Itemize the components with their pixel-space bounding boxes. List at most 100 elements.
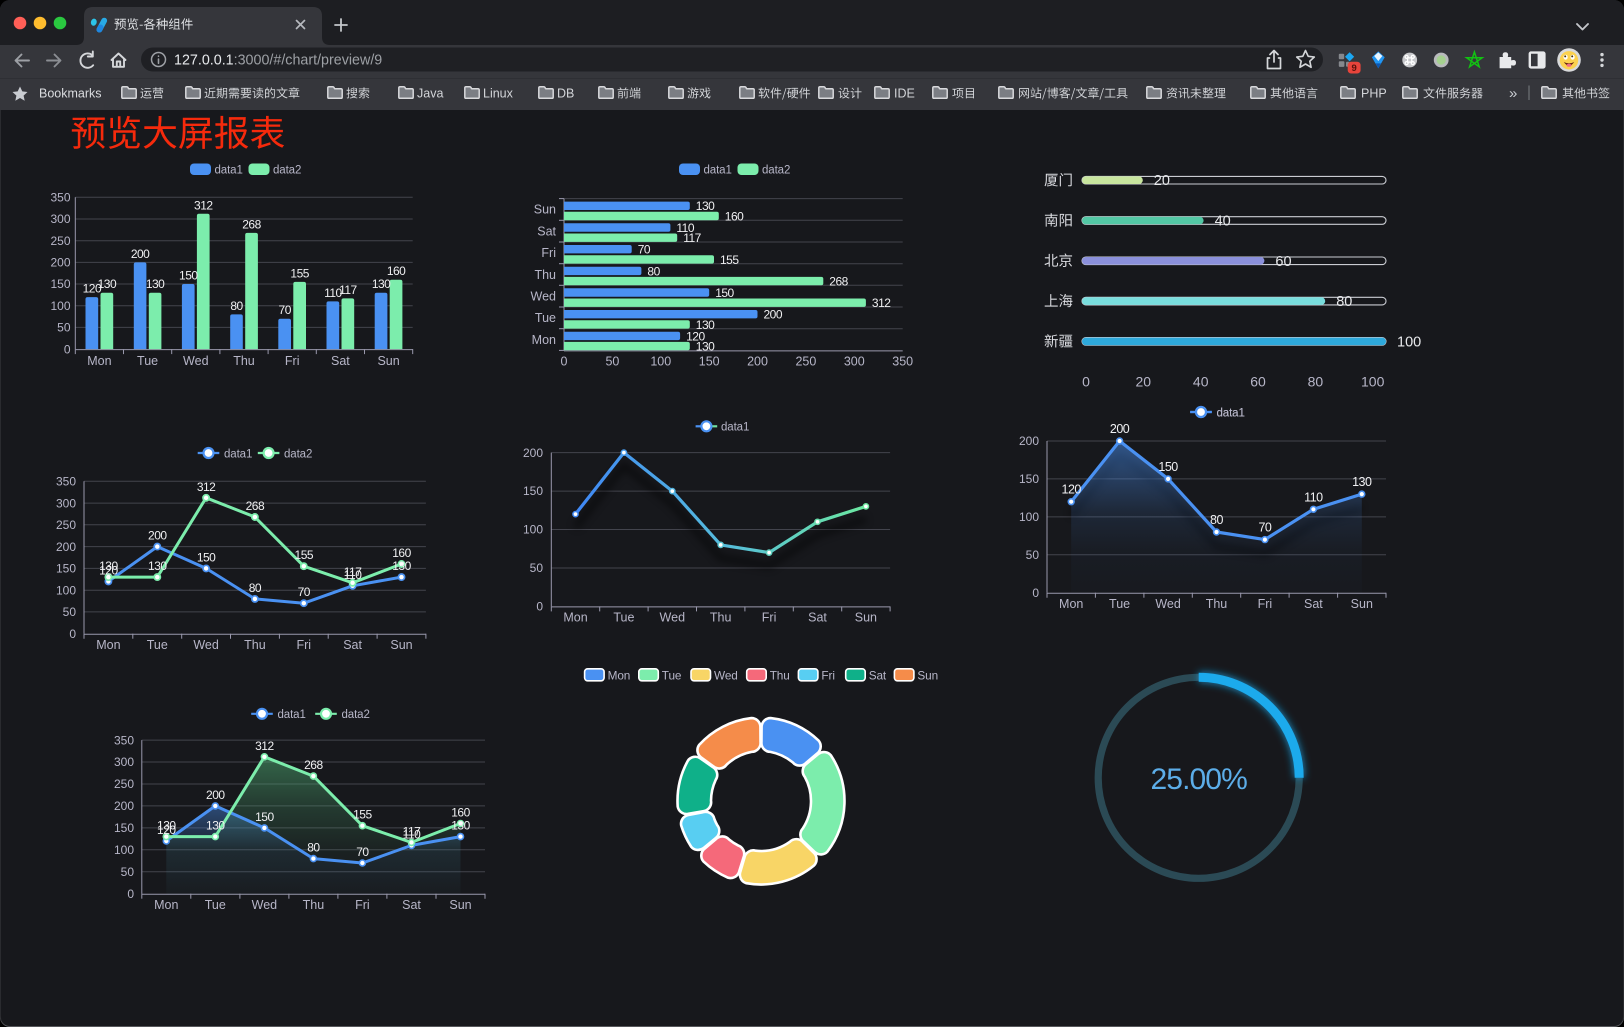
svg-text:100: 100 [50, 299, 70, 313]
svg-text:300: 300 [114, 755, 134, 769]
svg-text:Thu: Thu [303, 898, 325, 912]
svg-text:Mon: Mon [1059, 597, 1083, 611]
svg-text:70: 70 [279, 303, 292, 317]
svg-text:data1: data1 [721, 422, 749, 434]
svg-text:70: 70 [638, 243, 651, 257]
svg-text:130: 130 [696, 340, 715, 354]
svg-text:200: 200 [131, 247, 150, 261]
svg-text:data1: data1 [1217, 407, 1245, 419]
svg-text:Mon: Mon [532, 333, 556, 347]
svg-text:Sun: Sun [449, 898, 471, 912]
svg-text:PHP: PHP [1361, 87, 1387, 101]
svg-text:Sun: Sun [390, 638, 412, 652]
svg-text:Sat: Sat [1304, 597, 1323, 611]
svg-text:data1: data1 [278, 709, 306, 721]
svg-text:117: 117 [683, 231, 701, 245]
svg-text:160: 160 [392, 546, 411, 560]
svg-text:250: 250 [114, 777, 134, 791]
svg-text:60: 60 [1250, 374, 1266, 390]
svg-text:130: 130 [372, 277, 391, 291]
svg-text:117: 117 [403, 824, 421, 838]
svg-text:Bookmarks: Bookmarks [39, 87, 102, 101]
svg-text:Thu: Thu [1206, 597, 1228, 611]
svg-text:250: 250 [56, 518, 76, 532]
svg-text:Wed: Wed [252, 898, 278, 912]
svg-text:100: 100 [1361, 374, 1385, 390]
svg-text:130: 130 [696, 199, 715, 213]
svg-text:Wed: Wed [193, 638, 219, 652]
svg-text:70: 70 [356, 845, 369, 859]
svg-text:Sun: Sun [1351, 597, 1373, 611]
svg-text:Linux: Linux [483, 87, 514, 101]
svg-text:Thu: Thu [710, 611, 732, 625]
svg-text:200: 200 [56, 540, 76, 554]
svg-text:data2: data2 [342, 709, 370, 721]
svg-text:100: 100 [1019, 510, 1039, 524]
svg-text:Sat: Sat [537, 224, 556, 238]
svg-text:150: 150 [255, 810, 274, 824]
svg-text:300: 300 [50, 212, 70, 226]
svg-text:100: 100 [114, 843, 134, 857]
svg-text:Sun: Sun [377, 354, 399, 368]
svg-text:100: 100 [523, 523, 543, 537]
svg-text:Wed: Wed [183, 354, 209, 368]
svg-text:50: 50 [605, 354, 619, 368]
svg-text:300: 300 [844, 354, 865, 368]
svg-text:300: 300 [56, 496, 76, 510]
svg-text:70: 70 [298, 585, 311, 599]
svg-text:40: 40 [1215, 214, 1231, 230]
svg-text:130: 130 [146, 277, 165, 291]
svg-text:Mon: Mon [563, 611, 587, 625]
svg-text:Wed: Wed [714, 668, 738, 682]
svg-text:Thu: Thu [770, 668, 790, 682]
svg-text:350: 350 [114, 733, 134, 747]
svg-text:150: 150 [179, 269, 198, 283]
svg-text:Fri: Fri [821, 668, 834, 682]
svg-text:Sun: Sun [855, 611, 877, 625]
svg-text:100: 100 [1397, 334, 1421, 350]
svg-text:Fri: Fri [355, 898, 370, 912]
svg-text:117: 117 [339, 283, 357, 297]
svg-text:200: 200 [747, 354, 768, 368]
svg-text:250: 250 [50, 234, 70, 248]
svg-text:data1: data1 [704, 165, 732, 177]
svg-text:9: 9 [1352, 63, 1357, 74]
svg-text:110: 110 [676, 221, 694, 235]
svg-text:155: 155 [295, 548, 314, 562]
svg-text:150: 150 [50, 277, 70, 291]
svg-text:50: 50 [63, 605, 77, 619]
svg-text:120: 120 [1062, 483, 1082, 497]
svg-text:DB: DB [557, 87, 574, 101]
svg-text:Wed: Wed [660, 611, 686, 625]
svg-text:Tue: Tue [205, 898, 226, 912]
svg-text:Thu: Thu [534, 268, 556, 282]
svg-text:Mon: Mon [154, 898, 178, 912]
svg-text:data1: data1 [215, 165, 243, 177]
svg-text:150: 150 [1019, 472, 1039, 486]
svg-text:160: 160 [387, 264, 406, 278]
svg-text:80: 80 [249, 581, 262, 595]
svg-text:50: 50 [1026, 548, 1040, 562]
svg-text:120: 120 [157, 823, 176, 837]
svg-text:0: 0 [1032, 586, 1039, 600]
svg-text:Sat: Sat [331, 354, 350, 368]
svg-text:Fri: Fri [285, 354, 300, 368]
svg-text:IDE: IDE [894, 87, 915, 101]
svg-text:110: 110 [324, 286, 342, 300]
svg-text:Tue: Tue [662, 668, 682, 682]
svg-text:150: 150 [1158, 460, 1178, 474]
svg-text:117: 117 [344, 565, 362, 579]
svg-text:160: 160 [451, 806, 470, 820]
svg-text:268: 268 [246, 499, 265, 513]
svg-text:0: 0 [561, 354, 568, 368]
svg-text:130: 130 [98, 277, 117, 291]
svg-text:70: 70 [1258, 521, 1271, 535]
svg-text:312: 312 [197, 480, 216, 494]
svg-text:Tue: Tue [613, 611, 634, 625]
svg-text:80: 80 [647, 264, 660, 278]
svg-text:Sat: Sat [869, 668, 887, 682]
svg-text:110: 110 [344, 568, 362, 582]
svg-text:120: 120 [99, 563, 118, 577]
svg-text:0: 0 [536, 600, 543, 614]
svg-text:0: 0 [69, 627, 76, 641]
